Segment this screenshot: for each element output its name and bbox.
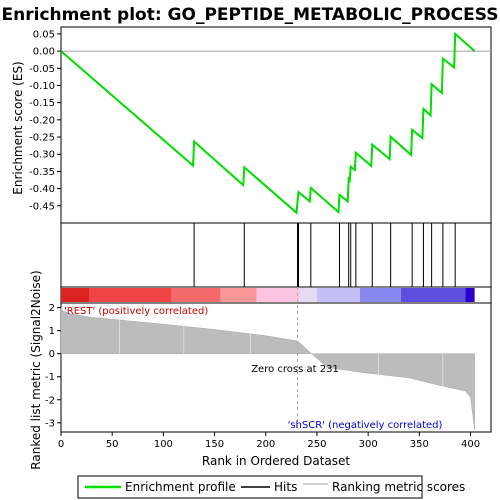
heatmap-segment-9 [465,288,475,302]
es-tick-label-9: -0.40 [29,184,55,195]
metric-area [60,306,475,430]
es-tick-label-7: -0.30 [29,150,55,161]
heatmap-segment-1 [89,288,172,302]
es-tick-label-6: -0.25 [29,133,55,144]
es-tick-label-2: -0.05 [29,64,55,75]
axis-ticks: 0 50 100 150 200 250 300 350 400 0.05 0.00 -0.05 -0.… [29,29,480,450]
chart-title: Enrichment plot: GO_PEPTIDE_METABOLIC_PR… [2,5,499,25]
heatmap-segment-8 [400,288,466,302]
x-tick-label-6: 300 [359,439,378,450]
ranking-metric-series [60,287,475,432]
x-tick-label-2: 100 [154,439,173,450]
es-tick-label-5: -0.20 [29,115,55,126]
x-tick-label-0: 0 [58,439,64,450]
heatmap-segment-7 [359,288,401,302]
es-tick-label-1: 0.00 [33,47,55,58]
x-tick-label-8: 400 [461,439,480,450]
metric-axis-label: Ranked list metric (Signal2Noise) [29,270,43,469]
metric-tick-label-1: 1 [49,326,55,337]
metric-tick-label-5: -3 [45,418,55,429]
metric-tick-label-4: -2 [45,395,55,406]
es-tick-label-0: 0.05 [33,29,55,40]
legend-label-hits: Hits [274,480,297,494]
rank-heatmap-bar [61,288,475,302]
es-tick-label-3: -0.10 [29,81,55,92]
x-tick-label-1: 50 [106,439,119,450]
negative-correlation-label: 'shSCR' (negatively correlated) [288,420,443,431]
heatmap-segment-4 [256,288,300,302]
es-profile-line [60,31,476,215]
heatmap-segment-5 [299,288,317,302]
es-tick-label-8: -0.35 [29,167,55,178]
heatmap-segment-6 [316,288,360,302]
x-tick-label-5: 250 [307,439,326,450]
heatmap-segment-2 [171,288,221,302]
heatmap-segment-3 [220,288,257,302]
legend-label-metric: Ranking metric scores [332,480,465,494]
x-tick-label-7: 350 [410,439,429,450]
es-tick-label-4: -0.15 [29,98,55,109]
legend: Enrichment profile Hits Ranking metric s… [77,475,465,499]
x-axis-label: Rank in Ordered Dataset [202,454,350,468]
metric-tick-label-0: 2 [49,303,55,314]
enrichment-profile-series [60,31,491,215]
positive-correlation-label: 'REST' (positively correlated) [64,306,208,317]
metric-tick-label-3: -1 [45,372,55,383]
es-tick-label-10: -0.45 [29,201,55,212]
es-panel [60,26,492,224]
x-tick-label-4: 200 [256,439,275,450]
zero-cross-label: Zero cross at 231 [251,364,339,375]
x-tick-label-3: 150 [205,439,224,450]
legend-label-enrichment: Enrichment profile [125,480,236,494]
hits-panel [60,222,492,288]
hit-markers [193,223,456,287]
heatmap-segment-0 [61,288,90,302]
metric-tick-label-2: 0 [49,349,55,360]
es-axis-label: Enrichment score (ES) [11,61,25,194]
